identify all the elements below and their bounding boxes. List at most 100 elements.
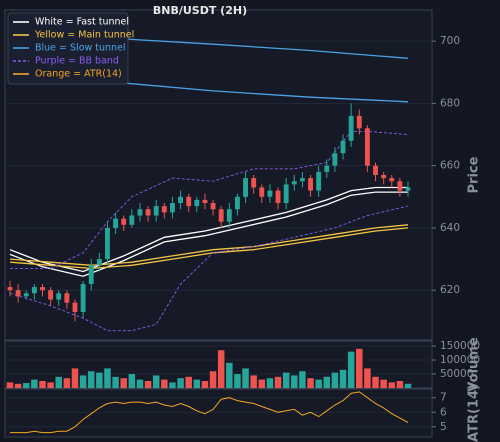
legend-label: White = Fast tunnel	[35, 17, 129, 28]
candle-body	[15, 290, 21, 297]
volume-bar	[177, 378, 184, 388]
candle-body	[251, 178, 257, 188]
volume-bar	[22, 382, 30, 388]
volume-bar	[323, 376, 331, 388]
y-tick-label: 620	[440, 284, 460, 296]
legend-label: Purple = BB band	[35, 56, 119, 67]
y-tick-label: 50000	[440, 368, 473, 380]
candle-body	[275, 190, 281, 204]
volume-bar	[128, 374, 136, 388]
y-tick-label: 680	[440, 97, 460, 109]
volume-bar	[291, 375, 298, 388]
y-axis-label: ATR(14)	[467, 384, 482, 442]
volume-bar	[169, 382, 176, 388]
legend-box	[7, 12, 129, 85]
candle-body	[121, 218, 127, 225]
volume-bar	[209, 371, 217, 388]
y-tick-label: 7	[440, 392, 447, 404]
candle-body	[397, 181, 403, 191]
legend-label: Blue = Slow tunnel	[35, 43, 126, 54]
candle-body	[170, 203, 175, 213]
volume-bar	[112, 376, 119, 388]
volume-bar	[152, 375, 160, 388]
overlay-line	[9, 186, 408, 273]
volume-bar	[299, 371, 306, 388]
candle-body	[56, 293, 62, 300]
candle-body	[291, 181, 297, 185]
candle-body	[348, 115, 354, 141]
candle-body	[72, 302, 78, 312]
volume-bar	[396, 381, 404, 388]
overlay-line	[9, 191, 408, 277]
volume-bar	[307, 378, 314, 388]
candle-body	[178, 196, 184, 204]
y-tick-label: 100000	[440, 354, 480, 366]
volume-bar	[388, 382, 396, 388]
volume-bar	[161, 379, 168, 388]
candle-body	[23, 293, 29, 297]
candle-body	[145, 209, 151, 216]
volume-bar	[356, 348, 363, 388]
overlay-line	[9, 224, 409, 266]
volume-bar	[380, 379, 387, 388]
legend-label: Yellow = Main tunnel	[34, 30, 134, 41]
volume-bar	[347, 351, 355, 388]
volume-bar	[258, 379, 266, 388]
candle-body	[283, 184, 289, 204]
candle-body	[381, 175, 387, 179]
candle-body	[48, 290, 54, 300]
candle-body	[389, 178, 395, 182]
volume-bar	[55, 376, 62, 388]
candle-body	[340, 140, 346, 154]
candle-body	[299, 178, 305, 182]
candle-body	[64, 293, 70, 303]
candle-body	[405, 187, 411, 191]
volume-bar	[404, 383, 412, 388]
volume-bar	[79, 375, 87, 388]
volume-bar	[63, 378, 71, 388]
candle-body	[308, 178, 313, 191]
volume-bar	[242, 368, 249, 388]
y-tick-label: 6	[440, 406, 447, 418]
volume-bar	[266, 378, 274, 388]
volume-bar	[282, 372, 290, 388]
volume-bar	[87, 371, 95, 388]
candle-body	[31, 287, 37, 294]
candle-body	[194, 199, 200, 207]
atr-line	[10, 391, 409, 434]
volume-bar	[14, 383, 22, 388]
volume-bar	[136, 379, 144, 388]
y-tick-label: 150000	[440, 340, 480, 352]
volume-bar	[39, 381, 46, 388]
candle-body	[332, 153, 338, 166]
volume-bar	[185, 376, 192, 388]
volume-bar	[250, 375, 257, 388]
candle-body	[113, 218, 119, 228]
y-tick-label: 660	[440, 160, 460, 172]
volume-bar	[71, 368, 79, 388]
candle-body	[161, 206, 167, 213]
legend-label: Orange = ATR(14)	[35, 69, 122, 80]
y-tick-label: 640	[440, 222, 460, 234]
volume-bar	[364, 368, 371, 388]
candle-body	[186, 196, 192, 207]
candle-body	[364, 128, 370, 166]
volume-bar	[331, 372, 339, 388]
volume-bar	[144, 381, 152, 388]
candle-body	[153, 206, 159, 216]
volume-bar	[226, 362, 233, 388]
candle-body	[243, 178, 248, 197]
y-axis-label: Volume	[467, 337, 482, 392]
candle-body	[7, 287, 13, 291]
candle-body	[373, 165, 378, 175]
volume-bar	[217, 350, 225, 388]
candle-body	[259, 187, 265, 197]
candle-body	[218, 209, 224, 222]
candle-body	[105, 227, 110, 260]
candle-body	[137, 209, 143, 216]
y-tick-label: 5	[440, 421, 447, 433]
volume-bar	[104, 368, 111, 388]
candle-body	[202, 199, 208, 204]
chart-title: BNB/USDT (2H)	[153, 4, 247, 17]
